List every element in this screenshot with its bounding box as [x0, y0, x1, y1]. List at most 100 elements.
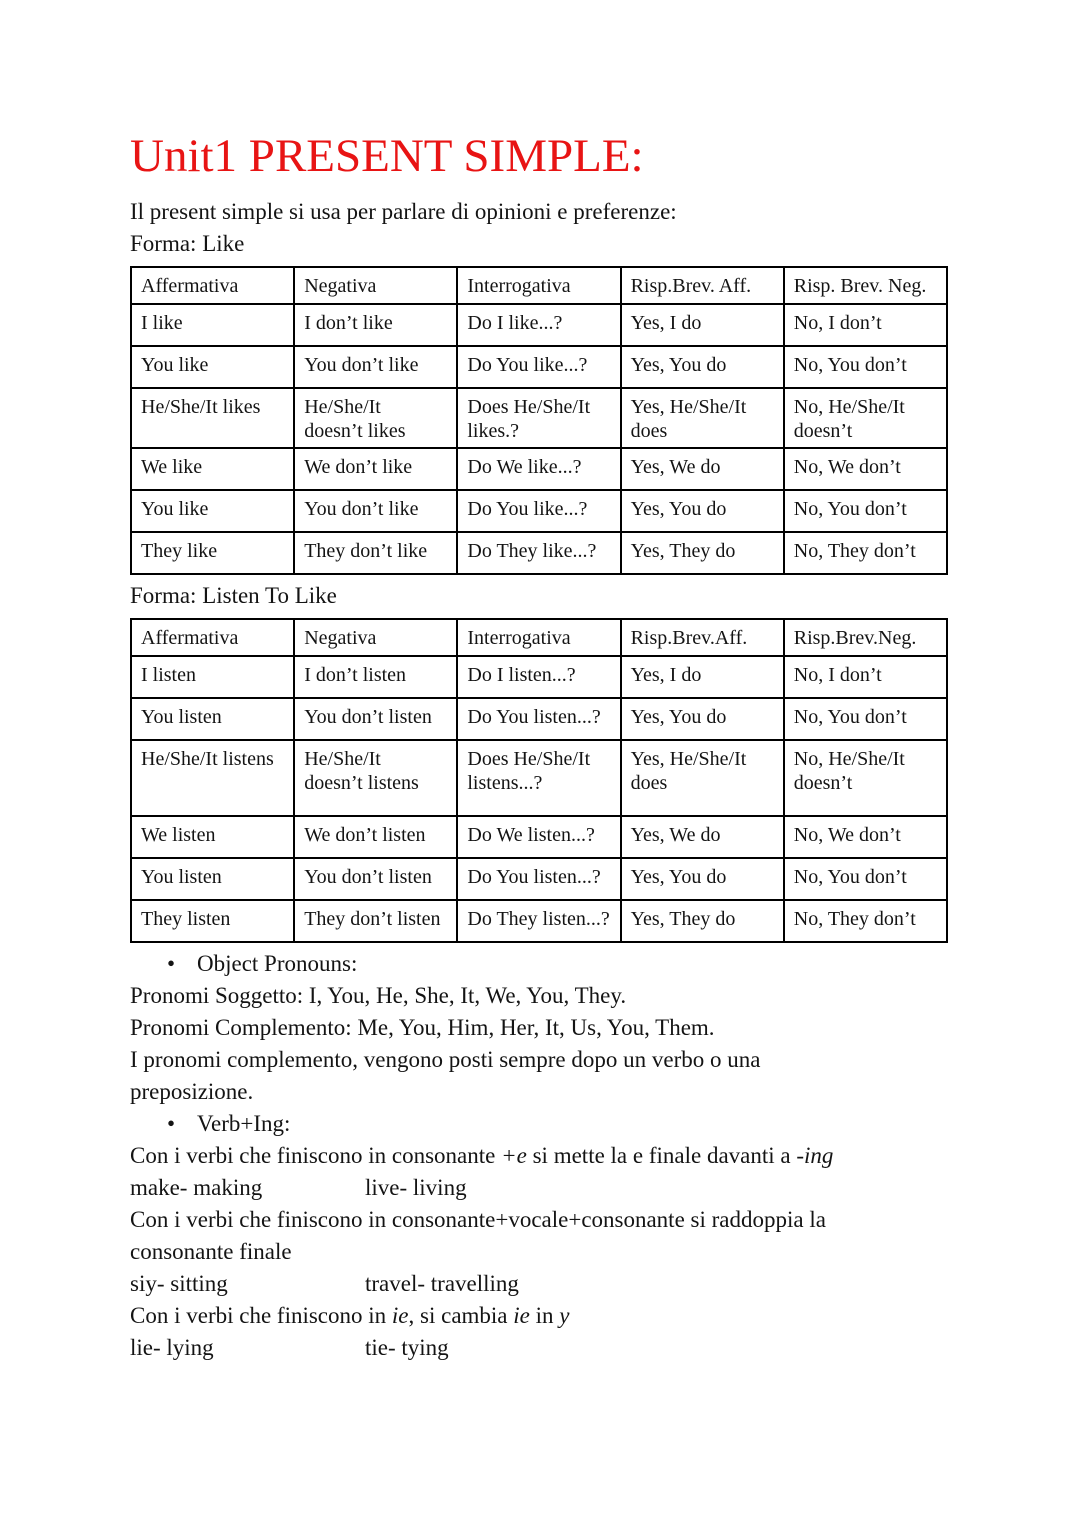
table-cell: No, He/She/It doesn’t — [782, 386, 949, 449]
italic-text: y — [559, 1302, 570, 1328]
table-cell: They don’t like — [293, 530, 459, 575]
table-cell: No, He/She/It doesn’t — [782, 738, 949, 817]
table-cell: I listen — [129, 654, 296, 699]
rule-ie-line: Con i verbi che finiscono in ie, si camb… — [130, 1300, 990, 1332]
table-cell: Do They listen...? — [456, 898, 622, 943]
table-cell: No, You don’t — [782, 488, 949, 533]
table-cell: Do I like...? — [456, 302, 622, 347]
table-header-cell: Negativa — [293, 265, 459, 305]
table-row: I listen I don’t listen Do I listen...? Yes… — [129, 654, 949, 699]
page-title: Unit1 PRESENT SIMPLE: — [130, 130, 644, 182]
pair-lie-tie-line: lie- lying tie- tying — [130, 1332, 990, 1364]
table-row: You like You don’t like Do You like...? Yes… — [129, 344, 949, 389]
table-cell: You like — [129, 488, 296, 533]
italic-text: ie — [513, 1302, 530, 1328]
text-segment: Con i verbi che finiscono in consonante — [130, 1142, 502, 1168]
pair-left-word: lie- lying — [130, 1334, 214, 1360]
table-cell: Do We like...? — [456, 446, 622, 491]
verb-ing-bullet-line: • Verb+Ing: — [130, 1108, 990, 1140]
forma-like-heading: Forma: Like — [130, 230, 245, 256]
table-cell: Yes, He/She/It does — [619, 738, 785, 817]
table-cell: He/She/It doesn’t listens — [293, 738, 459, 817]
table-cell: Do I listen...? — [456, 654, 622, 699]
table-cell: They don’t listen — [293, 898, 459, 943]
pair-make-live-line: make- making live- living — [130, 1172, 990, 1204]
table-cell: He/She/It doesn’t likes — [293, 386, 459, 449]
table-row: They like They don’t like Do They like...?… — [129, 530, 949, 575]
bullet-icon: • — [167, 950, 176, 976]
table-cell: You don’t like — [293, 344, 459, 389]
table-cell: Yes, We do — [619, 446, 785, 491]
table-header-row: Affermativa Negativa Interrogativa Risp.Bre… — [129, 265, 949, 305]
table-cell: No, I don’t — [782, 654, 949, 699]
text-segment: , si cambia — [408, 1302, 514, 1328]
table-row: He/She/It likes He/She/It doesn’t likes Do… — [129, 386, 949, 449]
table-row: You listen You don’t listen Do You listen.… — [129, 856, 949, 901]
listen-to-like-table: Affermativa Negativa Interrogativa Risp.Bre… — [129, 617, 949, 943]
table-cell: I don’t listen — [293, 654, 459, 699]
pronomi-complemento-line: Pronomi Complemento: Me, You, Him, Her, … — [130, 1014, 715, 1040]
table-cell: They listen — [129, 898, 296, 943]
table-cell: No, We don’t — [782, 814, 949, 859]
table-cell: Do You like...? — [456, 488, 622, 533]
table-cell: No, They don’t — [782, 530, 949, 575]
object-pronouns-label: Object Pronouns: — [197, 950, 358, 976]
table-cell: Do You like...? — [456, 344, 622, 389]
table-header-cell: Interrogativa — [456, 265, 622, 305]
table-cell: They like — [129, 530, 296, 575]
table-cell: No, We don’t — [782, 446, 949, 491]
table-cell: I like — [129, 302, 296, 347]
table-header-cell: Risp.Brev. Aff. — [619, 265, 785, 305]
table-row: He/She/It listens He/She/It doesn’t liste… — [129, 738, 949, 817]
pair-right-word: live- living — [365, 1174, 467, 1200]
verb-ing-label: Verb+Ing: — [197, 1110, 291, 1136]
table-cell: Does He/She/It listens...? — [456, 738, 622, 817]
table-cell: No, You don’t — [782, 856, 949, 901]
table-cell: We listen — [129, 814, 296, 859]
intro-text: Il present simple si usa per parlare di … — [130, 198, 677, 224]
pair-right-word: tie- tying — [365, 1334, 449, 1360]
present-simple-like-table: Affermativa Negativa Interrogativa Risp.Bre… — [129, 265, 949, 575]
table-cell: I don’t like — [293, 302, 459, 347]
pair-right-word: travel- travelling — [365, 1270, 519, 1296]
forma-listen-heading: Forma: Listen To Like — [130, 582, 337, 608]
table-cell: We don’t listen — [293, 814, 459, 859]
table-cell: You listen — [129, 696, 296, 741]
table-cell: Do You listen...? — [456, 696, 622, 741]
table-cell: Yes, I do — [619, 654, 785, 699]
table-cell: Yes, You do — [619, 488, 785, 533]
text-segment: si mette la e finale davanti a — [526, 1142, 797, 1168]
table-cell: We don’t like — [293, 446, 459, 491]
pronomi-soggetto-line: Pronomi Soggetto: I, You, He, She, It, W… — [130, 982, 627, 1008]
table-row: They listen They don’t listen Do They list… — [129, 898, 949, 943]
table-cell: No, You don’t — [782, 696, 949, 741]
italic-text: ie — [391, 1302, 409, 1328]
table-header-cell: Interrogativa — [456, 617, 622, 657]
table-cell: You don’t listen — [293, 696, 459, 741]
table-cell: Yes, We do — [619, 814, 785, 859]
document-page: Unit1 PRESENT SIMPLE: Il present simple … — [129, 130, 990, 1364]
table-cell: Yes, They do — [619, 898, 785, 943]
table-cell: Yes, He/She/It does — [619, 386, 785, 449]
bullet-icon: • — [167, 1110, 176, 1136]
table-header-cell: Risp. Brev. Neg. — [782, 265, 949, 305]
rule-consonante-e-line: Con i verbi che finiscono in consonante … — [130, 1140, 990, 1172]
table-cell: You like — [129, 344, 296, 389]
table-cell: Do You listen...? — [456, 856, 622, 901]
table-header-cell: Risp.Brev.Aff. — [619, 617, 785, 657]
complemento-rule-line-2: preposizione. — [130, 1078, 254, 1104]
table-cell: You don’t listen — [293, 856, 459, 901]
table-row: You like You don’t like Do You like...? Yes… — [129, 488, 949, 533]
pair-left-word: make- making — [130, 1174, 263, 1200]
table-header-cell: Risp.Brev.Neg. — [782, 617, 949, 657]
table-cell: Yes, You do — [619, 696, 785, 741]
table-header-row: Affermativa Negativa Interrogativa Risp.Bre… — [129, 617, 949, 657]
rule-cvc-line-2: consonante finale — [130, 1238, 292, 1264]
italic-text: +e — [501, 1142, 527, 1168]
pair-left-word: siy- sitting — [130, 1270, 228, 1296]
table-cell: Do We listen...? — [456, 814, 622, 859]
table-header-cell: Affermativa — [129, 265, 296, 305]
pair-sit-travel-line: siy- sitting travel- travelling — [130, 1268, 990, 1300]
table-row: You listen You don’t listen Do You listen.… — [129, 696, 949, 741]
italic-text: -ing — [796, 1142, 834, 1168]
